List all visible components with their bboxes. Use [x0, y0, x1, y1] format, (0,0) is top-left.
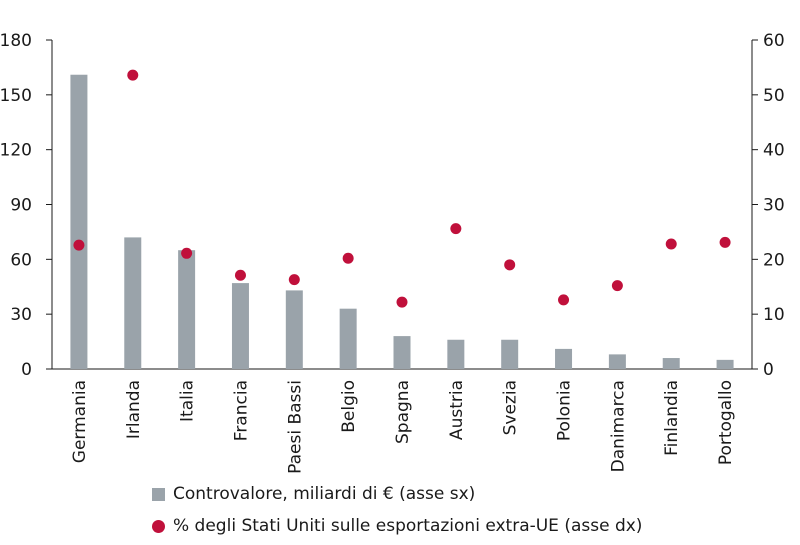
bar — [555, 348, 573, 369]
left-tick-label: 120 — [0, 141, 32, 161]
category-label: Svezia — [501, 380, 521, 435]
dot — [504, 259, 516, 271]
category-label: Italia — [178, 380, 198, 422]
legend-item-bars: Controvalore, miliardi di € (asse sx) — [152, 484, 475, 504]
dot — [234, 269, 246, 281]
legend-dot-swatch — [152, 519, 165, 533]
bar-series — [70, 74, 734, 369]
dot — [127, 69, 139, 81]
category-label: Finlandia — [662, 380, 682, 456]
left-tick-label: 150 — [0, 86, 32, 106]
right-tick-label: 0 — [763, 360, 774, 380]
category-label: Paesi Bassi — [285, 380, 305, 474]
category-label: Polonia — [555, 380, 575, 441]
left-tick-label: 0 — [21, 360, 32, 380]
right-tick-label: 30 — [763, 196, 785, 216]
right-tick-label: 20 — [763, 250, 785, 270]
category-label: Austria — [447, 380, 467, 440]
bar — [70, 74, 88, 369]
right-tick-label: 10 — [763, 305, 785, 325]
bar — [662, 358, 680, 369]
bar — [231, 283, 249, 369]
dot — [611, 280, 623, 292]
left-tick-label: 90 — [10, 196, 32, 216]
chart-axes: 0 30 60 90 120 150 180 0 10 20 30 40 50 60 — [0, 31, 785, 380]
bar — [447, 339, 465, 369]
bar — [285, 290, 303, 369]
category-label: Portogallo — [716, 380, 736, 465]
legend-dot-label: % degli Stati Uniti sulle esportazioni e… — [173, 516, 643, 536]
left-tick-label: 30 — [10, 305, 32, 325]
left-tick-label: 60 — [10, 250, 32, 270]
left-tick-label: 180 — [0, 31, 32, 51]
dot — [396, 296, 408, 308]
legend-item-dots: % degli Stati Uniti sulle esportazioni e… — [152, 516, 642, 536]
legend-bar-label: Controvalore, miliardi di € (asse sx) — [173, 484, 476, 504]
legend-bar-swatch — [152, 487, 165, 501]
bar — [393, 336, 411, 369]
dot — [558, 294, 570, 306]
bar — [501, 339, 519, 369]
dot — [450, 223, 462, 235]
right-tick-label: 40 — [763, 141, 785, 161]
bar — [339, 308, 357, 369]
category-labels: Germania Irlanda Italia Francia Paesi Bassi B… — [70, 380, 736, 474]
dot-series — [73, 69, 731, 308]
dot — [719, 236, 731, 248]
dot — [288, 274, 300, 286]
dot — [73, 239, 85, 251]
bar — [178, 250, 196, 369]
right-tick-label: 50 — [763, 86, 785, 106]
category-label: Germania — [70, 380, 90, 463]
bar — [608, 354, 626, 369]
category-label: Spagna — [393, 380, 413, 444]
category-label: Irlanda — [124, 380, 144, 439]
category-label: Francia — [231, 380, 251, 441]
dot — [181, 247, 193, 259]
dot — [665, 238, 677, 250]
bar — [716, 359, 734, 369]
category-label: Belgio — [339, 380, 359, 433]
right-tick-label: 60 — [763, 31, 785, 51]
category-label: Danimarca — [608, 380, 628, 472]
bar — [124, 237, 142, 369]
dot — [342, 252, 354, 264]
